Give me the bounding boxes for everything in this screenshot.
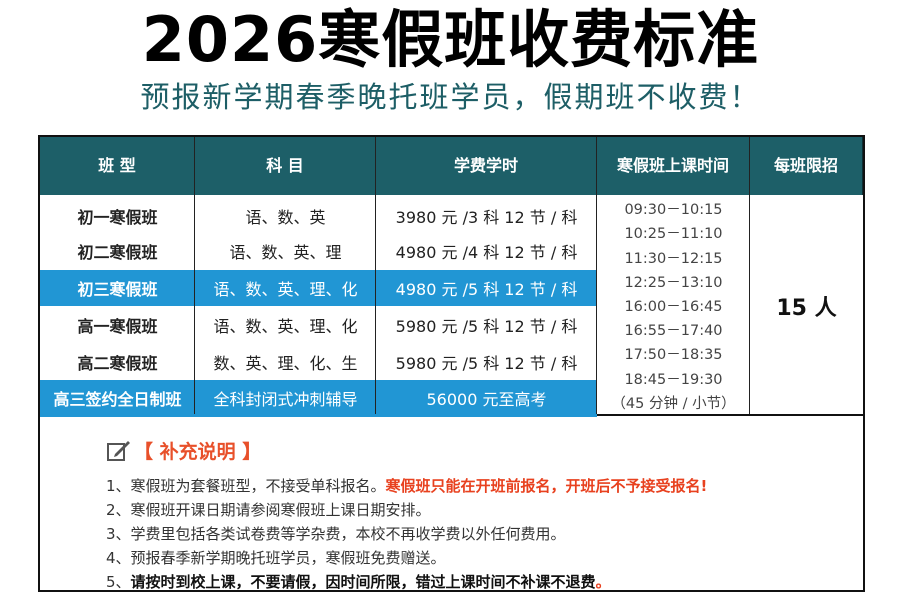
fee-cell: 56000 元至高考: [376, 380, 597, 417]
time-slot: 17:50－18:35: [624, 347, 723, 364]
note-item: 3、学费里包括各类试卷费等学杂费，本校不再收学费以外任何费用。: [106, 523, 566, 544]
class-name-cell: 高一寒假班: [77, 316, 158, 336]
time-slot: 16:55－17:40: [624, 323, 723, 340]
time-slot: 16:00－16:45: [624, 298, 723, 315]
class-name-cell: 高二寒假班: [77, 353, 158, 373]
header-time-line2: 上课时间: [665, 156, 730, 175]
subjects-cell: 语、数、英: [245, 208, 326, 228]
time-slot: 09:30－10:15: [624, 202, 723, 219]
time-slot: （45 分钟 / 小节）: [611, 395, 736, 412]
page-title: 2026寒假班收费标准: [141, 3, 760, 76]
class-times-list: 09:30－10:15 10:25－11:10 11:30－12:15 12:25－1…: [597, 195, 750, 416]
header-time-line1: 寒假班: [616, 156, 665, 175]
fee-cell: 5980 元 /5 科 12 节 / 科: [395, 316, 578, 336]
note-text: 5、: [106, 573, 131, 591]
subjects-cell: 语、数、英、理、化: [213, 316, 358, 336]
column-divider: [596, 137, 597, 414]
note-bold-text: 请按时到校上课，不要请假，因时间所限，错过上课时间不补课不退费: [130, 573, 596, 591]
fee-table: 班 型科 目学费学时 寒假班 上课时间 每班限招 初一寒假班 语、数、英 3980 元 /3…: [38, 135, 865, 417]
header-cell: 学费学时: [376, 137, 597, 195]
enrollment-limit: 15 人: [776, 295, 837, 321]
header-cell: 寒假班 上课时间: [597, 137, 750, 195]
header-cell: 班 型: [40, 137, 195, 195]
subjects-cell: 全科封闭式冲刺辅导: [195, 380, 376, 417]
time-slot: 11:30－12:15: [624, 250, 723, 267]
note-period: 。: [595, 573, 611, 591]
notes-title: 【 补充说明 】: [134, 441, 262, 463]
column-divider: [194, 137, 195, 414]
column-divider: [375, 137, 376, 414]
subjects-cell: 数、英、理、化、生: [213, 353, 358, 373]
subjects-cell: 语、数、英、理: [229, 243, 342, 263]
notes-heading: 【 补充说明 】: [106, 437, 261, 464]
note-item: 2、寒假班开课日期请参阅寒假班上课日期安排。: [106, 499, 431, 520]
note-text: 3、学费里包括各类试卷费等学杂费，本校不再收学费以外任何费用。: [106, 525, 566, 543]
class-name-cell: 初三寒假班: [40, 269, 195, 307]
header-cell: 每班限招: [750, 137, 863, 195]
note-warning: 寒假班只能在开班前报名，开班后不予接受报名!: [385, 477, 708, 495]
subjects-cell: 语、数、英、理、化: [195, 269, 376, 307]
time-slot: 18:45－19:30: [624, 371, 723, 388]
class-name-cell: 高三签约全日制班: [40, 380, 195, 417]
time-slot: 10:25－11:10: [624, 226, 723, 243]
edit-note-icon: [107, 440, 130, 461]
note-text: 4、预报春季新学期晚托班学员，寒假班免费赠送。: [106, 549, 446, 567]
page-subtitle: 预报新学期春季晚托班学员，假期班不收费！: [140, 80, 761, 114]
note-item: 5、请按时到校上课，不要请假，因时间所限，错过上课时间不补课不退费。: [106, 571, 611, 592]
note-item: 1、寒假班为套餐班型，不接受单科报名。寒假班只能在开班前报名，开班后不予接受报名…: [106, 475, 707, 496]
fee-cell: 4980 元 /5 科 12 节 / 科: [376, 269, 597, 307]
note-item: 4、预报春季新学期晚托班学员，寒假班免费赠送。: [106, 547, 446, 568]
time-slot: 12:25－13:10: [624, 274, 723, 291]
class-name-cell: 初二寒假班: [77, 243, 158, 263]
fee-cell: 3980 元 /3 科 12 节 / 科: [395, 208, 578, 228]
fee-cell: 4980 元 /4 科 12 节 / 科: [395, 243, 578, 263]
column-divider: [749, 137, 750, 414]
fee-cell: 5980 元 /5 科 12 节 / 科: [395, 353, 578, 373]
note-text: 1、寒假班为套餐班型，不接受单科报名。: [106, 477, 386, 495]
notes-section: 【 补充说明 】 1、寒假班为套餐班型，不接受单科报名。寒假班只能在开班前报名，…: [38, 415, 865, 592]
note-text: 2、寒假班开课日期请参阅寒假班上课日期安排。: [106, 501, 431, 519]
class-name-cell: 初一寒假班: [77, 208, 158, 228]
header-cell: 科 目: [195, 137, 376, 195]
